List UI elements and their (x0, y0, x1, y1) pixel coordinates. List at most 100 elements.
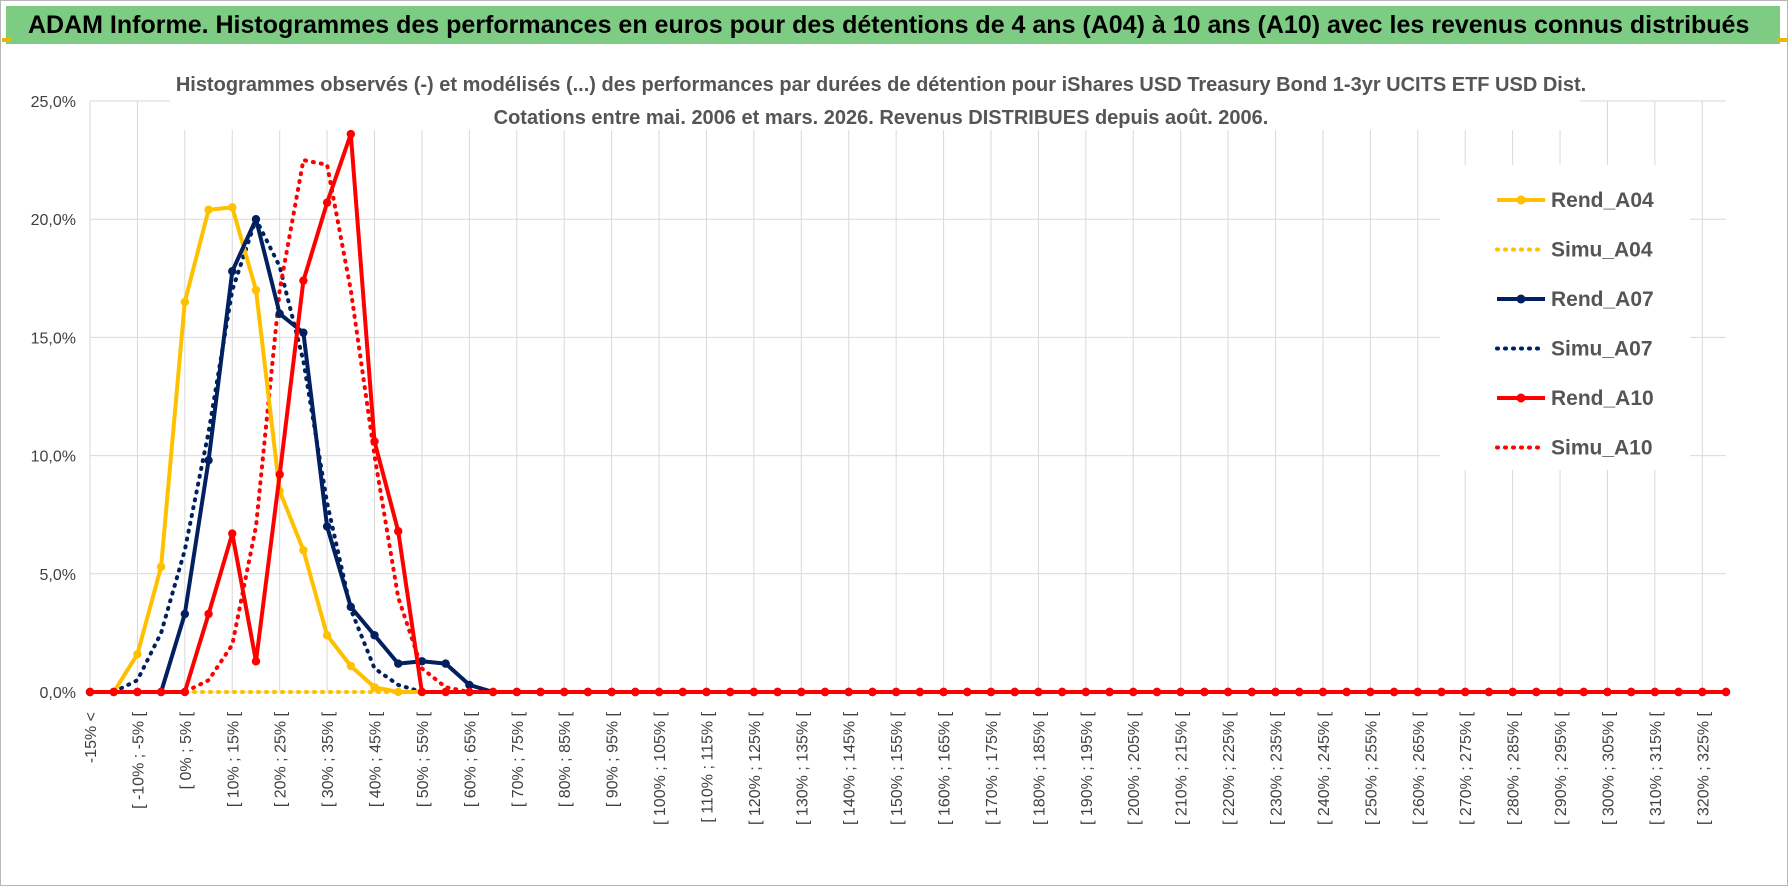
data-point (1247, 687, 1256, 697)
data-point (1413, 687, 1422, 697)
x-tick-label: [ 260% ; 265% [ (1411, 711, 1428, 825)
page-title: ADAM Informe. Histogrammes des performan… (6, 6, 1780, 44)
x-tick-label: [ 130% ; 135% [ (794, 711, 811, 825)
data-point (1674, 687, 1683, 697)
x-tick-label: [ 70% ; 75% [ (510, 711, 527, 807)
x-tick-label: [ 20% ; 25% [ (273, 711, 290, 807)
data-point (1721, 687, 1731, 697)
chart-title-line1: Histogrammes observés (-) et modélisés (… (176, 74, 1586, 96)
data-point (1057, 687, 1067, 697)
x-tick-label: [ 270% ; 275% [ (1458, 711, 1475, 825)
data-point (1152, 687, 1162, 697)
corner-mark-right (1777, 38, 1787, 42)
x-axis-ticks: -15% < [ -10% ; -5% [ [ 0% ; 5% [ [ 10% ; 1… (83, 711, 1712, 825)
title-backdrop (170, 68, 1580, 130)
data-point (1010, 687, 1019, 697)
data-point (797, 687, 806, 697)
data-point (417, 687, 427, 697)
data-point (275, 309, 284, 318)
data-point (1650, 687, 1660, 697)
x-tick-label: [ 200% ; 205% [ (1126, 711, 1143, 825)
legend-box (1440, 165, 1690, 470)
x-tick-label: [ 220% ; 225% [ (1221, 711, 1238, 825)
legend-label: Rend_A10 (1551, 387, 1654, 410)
data-point (251, 215, 261, 224)
x-tick-label: [ 160% ; 165% [ (937, 711, 954, 825)
x-tick-label: [ 300% ; 305% [ (1600, 711, 1617, 825)
x-tick-label: [ 110% ; 115% [ (699, 711, 716, 822)
x-tick-label: [ 80% ; 85% [ (557, 711, 574, 807)
data-point (465, 687, 474, 697)
x-tick-label: [ 250% ; 255% [ (1363, 711, 1380, 825)
data-point (228, 267, 237, 276)
data-point (299, 276, 308, 285)
data-point (1318, 687, 1328, 697)
x-tick-label: [ 190% ; 195% [ (1079, 711, 1096, 825)
y-tick-label: 10,0% (31, 449, 76, 466)
data-point (1081, 687, 1091, 697)
data-point (1295, 687, 1304, 697)
data-point (441, 659, 450, 668)
data-point (370, 437, 379, 446)
legend-marker (1516, 294, 1526, 304)
data-point (370, 683, 379, 692)
data-point (1034, 687, 1043, 697)
x-tick-label: [ 320% ; 325% [ (1695, 711, 1712, 825)
x-tick-label: [ 40% ; 45% [ (368, 711, 385, 807)
data-point (394, 659, 403, 668)
x-tick-label: [ 210% ; 215% [ (1174, 711, 1191, 825)
series-lines (85, 129, 1731, 697)
chart-title-line2: Cotations entre mai. 2006 et mars. 2026.… (494, 107, 1269, 129)
data-point (156, 562, 166, 571)
data-point (85, 687, 95, 697)
data-point (322, 631, 332, 640)
data-point (133, 687, 142, 697)
data-point (417, 657, 427, 666)
series-line-rend-a10 (90, 132, 1726, 694)
data-point (346, 129, 356, 139)
y-tick-label: 0,0% (40, 685, 76, 702)
data-point (394, 687, 403, 697)
data-point (299, 545, 308, 555)
data-point (1626, 687, 1636, 697)
corner-mark-left (2, 38, 12, 42)
x-tick-label: [ 290% ; 295% [ (1553, 711, 1570, 825)
x-tick-label: [ 240% ; 245% [ (1316, 711, 1333, 825)
data-point (820, 687, 830, 697)
x-tick-label: [ -10% ; -5% [ (130, 711, 147, 808)
data-point (560, 687, 569, 697)
x-tick-label: [ 150% ; 155% [ (889, 711, 906, 825)
data-point (891, 687, 901, 697)
data-point (631, 687, 640, 697)
data-point (204, 456, 213, 465)
x-tick-label: [ 280% ; 285% [ (1506, 711, 1523, 825)
x-tick-label: [ 100% ; 105% [ (652, 711, 669, 825)
data-point (322, 522, 332, 531)
legend-label: Rend_A04 (1551, 189, 1654, 212)
data-point (441, 687, 450, 697)
data-point (1223, 687, 1233, 697)
data-point (346, 602, 356, 612)
data-point (228, 529, 237, 538)
y-tick-label: 25,0% (31, 94, 76, 111)
data-point (512, 687, 521, 697)
data-point (251, 285, 261, 295)
data-point (1698, 687, 1707, 697)
data-point (251, 657, 261, 666)
data-point (963, 687, 972, 697)
x-tick-label: [ 10% ; 15% [ (225, 711, 242, 807)
data-point (1342, 687, 1351, 697)
data-point (702, 687, 711, 697)
data-point (322, 198, 332, 207)
x-tick-label: [ 0% ; 5% [ (178, 711, 195, 789)
data-point (868, 687, 877, 697)
data-point (1460, 687, 1470, 697)
data-point (939, 687, 948, 697)
data-point (1366, 687, 1375, 697)
data-point (180, 687, 190, 697)
data-point (180, 609, 190, 619)
data-point (583, 687, 593, 697)
data-point (465, 680, 474, 690)
x-tick-label: -15% < (83, 712, 100, 763)
